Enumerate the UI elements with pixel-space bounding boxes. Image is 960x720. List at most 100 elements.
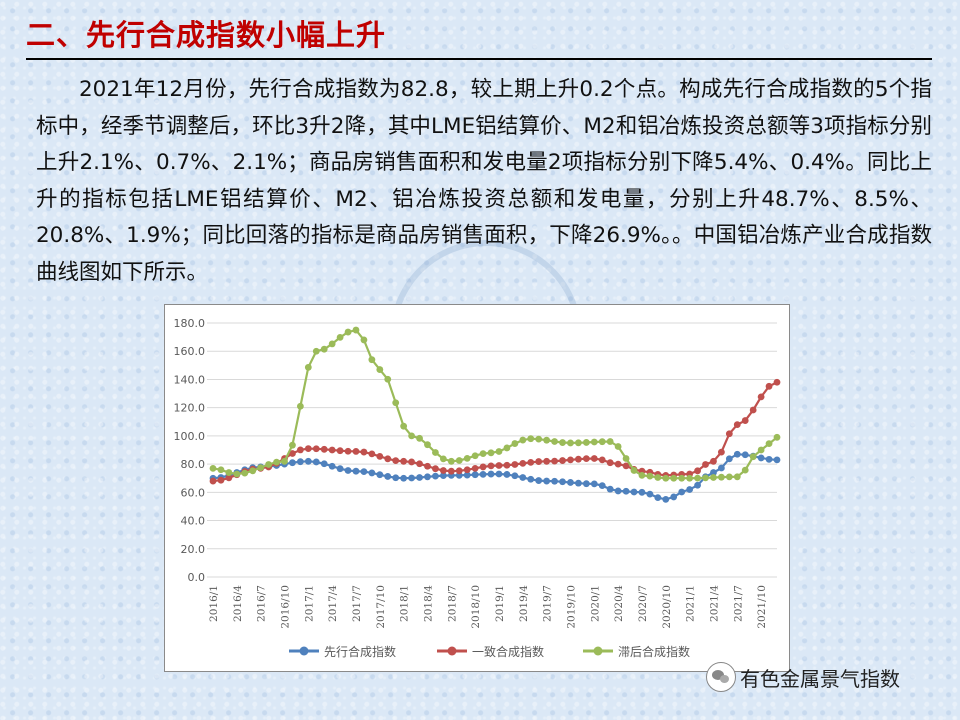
x-tick-label: 2016/4 (232, 585, 244, 622)
data-point (368, 450, 376, 458)
y-tick-label: 160.0 (174, 345, 206, 358)
data-point (606, 459, 614, 467)
y-tick-label: 120.0 (174, 402, 206, 415)
data-point (209, 464, 217, 472)
data-point (392, 457, 400, 465)
data-point (717, 473, 725, 481)
data-point (217, 476, 225, 484)
data-point (614, 460, 622, 468)
data-point (233, 470, 241, 478)
x-tick-label: 2021/7 (732, 585, 744, 622)
data-point (463, 471, 471, 479)
x-tick-label: 2021/4 (708, 585, 720, 622)
data-point (590, 438, 598, 446)
y-tick-label: 20.0 (181, 543, 206, 556)
legend-marker (299, 646, 309, 656)
data-point (725, 455, 733, 463)
data-point (606, 485, 614, 493)
data-point (582, 455, 590, 463)
data-point (717, 464, 725, 472)
data-point (638, 472, 646, 479)
data-point (336, 447, 344, 455)
data-point (582, 480, 590, 488)
data-point (567, 456, 574, 464)
data-point (289, 459, 296, 467)
data-point (575, 479, 582, 487)
data-point (328, 446, 336, 454)
y-tick-label: 180.0 (174, 317, 206, 330)
data-point (320, 445, 328, 453)
data-point (249, 467, 257, 475)
x-tick-label: 2018/7 (446, 585, 458, 622)
data-point (328, 340, 336, 348)
data-point (773, 378, 781, 386)
data-point (360, 448, 368, 456)
x-tick-label: 2017/4 (327, 585, 339, 622)
data-point (257, 464, 265, 472)
data-point (519, 460, 527, 467)
data-point (289, 441, 296, 449)
data-point (590, 480, 598, 488)
y-tick-label: 100.0 (174, 430, 206, 443)
data-point (638, 488, 646, 496)
data-point (741, 451, 749, 459)
data-point (352, 467, 360, 475)
legend-label: 滞后合成指数 (618, 644, 690, 659)
section-title: 二、先行合成指数小幅上升 (26, 18, 387, 52)
data-point (432, 449, 439, 456)
data-point (749, 406, 757, 414)
data-point (567, 479, 574, 486)
data-point (296, 402, 304, 410)
data-point (598, 438, 606, 446)
x-tick-label: 2019/10 (565, 585, 577, 629)
data-point (702, 474, 709, 482)
data-point (447, 467, 455, 475)
data-point (281, 457, 288, 465)
data-point (439, 467, 447, 474)
data-point (312, 458, 320, 466)
data-point (344, 467, 352, 474)
data-point (662, 474, 670, 482)
data-point (757, 446, 765, 454)
data-point (765, 440, 773, 448)
data-point (733, 473, 741, 481)
x-tick-label: 2016/10 (279, 585, 291, 629)
data-point (376, 452, 384, 460)
data-point (622, 487, 630, 495)
data-point (384, 375, 392, 383)
data-point (670, 474, 678, 482)
data-point (622, 455, 630, 462)
data-point (376, 471, 384, 479)
data-point (535, 435, 543, 443)
data-point (471, 464, 479, 472)
data-point (416, 474, 423, 481)
data-point (519, 474, 527, 481)
series-line (212, 381, 778, 483)
x-tick-label: 2020/1 (589, 585, 601, 622)
line-chart: 0.0 20.0 40.0 60.0 80.0 100.0 120.0 140.0 160.0 1… (164, 304, 790, 672)
data-point (400, 474, 408, 482)
data-point (503, 461, 511, 469)
data-point (551, 438, 558, 445)
data-point (432, 465, 439, 473)
data-point (654, 494, 662, 502)
data-point (559, 439, 566, 446)
data-point (296, 446, 304, 454)
legend-label: 一致合成指数 (472, 644, 544, 659)
data-point (376, 366, 384, 373)
legend-label: 先行合成指数 (324, 644, 396, 659)
data-point (654, 474, 662, 481)
data-point (495, 448, 503, 455)
data-point (741, 417, 749, 424)
data-point (320, 345, 328, 353)
data-point (471, 471, 479, 479)
data-point (328, 462, 336, 470)
title-divider (26, 58, 932, 60)
data-point (527, 475, 535, 483)
data-point (765, 455, 773, 463)
data-point (511, 472, 519, 480)
data-point (463, 466, 471, 474)
data-point (424, 441, 431, 449)
data-point (368, 356, 376, 364)
data-point (487, 449, 495, 457)
